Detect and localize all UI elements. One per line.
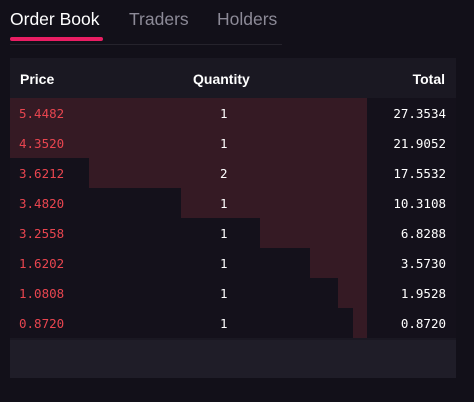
order-total: 21.9052 (393, 136, 446, 151)
quantity-column-header: Quantity (193, 71, 250, 87)
order-price: 3.2558 (19, 226, 65, 241)
order-price: 1.0808 (19, 286, 65, 301)
order-price: 3.6212 (19, 166, 65, 181)
order-price: 0.8720 (19, 316, 65, 331)
tab-traders[interactable]: Traders (129, 9, 189, 29)
order-quantity: 1 (220, 136, 228, 151)
order-total: 27.3534 (393, 106, 446, 121)
order-row[interactable]: 1.0808 1 1.9528 (10, 278, 456, 308)
order-row[interactable]: 3.2558 1 6.8288 (10, 218, 456, 248)
order-total: 17.5532 (393, 166, 446, 181)
tab-bar: Order Book Traders Holders (10, 8, 282, 45)
depth-bar (10, 128, 367, 158)
depth-bar (353, 308, 367, 338)
order-total: 0.8720 (400, 316, 446, 331)
order-quantity: 1 (220, 196, 228, 211)
tab-holders[interactable]: Holders (217, 9, 278, 29)
order-total: 3.5730 (400, 256, 446, 271)
order-row[interactable]: 0.8720 1 0.8720 (10, 308, 456, 338)
order-quantity: 1 (220, 106, 228, 121)
order-row[interactable]: 3.6212 2 17.5532 (10, 158, 456, 188)
order-total: 1.9528 (400, 286, 446, 301)
tab-order-book[interactable]: Order Book (10, 9, 100, 29)
order-total: 6.8288 (400, 226, 446, 241)
order-price: 3.4820 (19, 196, 65, 211)
order-quantity: 1 (220, 226, 228, 241)
depth-bar (310, 248, 367, 278)
order-row[interactable]: 1.6202 1 3.5730 (10, 248, 456, 278)
order-price: 5.4482 (19, 106, 65, 121)
order-quantity: 1 (220, 316, 228, 331)
order-quantity: 1 (220, 286, 228, 301)
order-price: 4.3520 (19, 136, 65, 151)
price-column-header: Price (20, 71, 55, 87)
order-book-panel: Price Quantity Total 5.4482 1 27.3534 4.… (10, 58, 456, 378)
order-book-footer (10, 340, 456, 378)
depth-bar (338, 278, 367, 308)
order-quantity: 2 (220, 166, 228, 181)
depth-bar (89, 158, 367, 188)
order-book-rows: 5.4482 1 27.3534 4.3520 1 21.9052 3.6212… (10, 98, 456, 338)
order-total: 10.3108 (393, 196, 446, 211)
depth-bar (10, 98, 367, 128)
total-column-header: Total (412, 71, 445, 87)
order-row[interactable]: 5.4482 1 27.3534 (10, 98, 456, 128)
depth-bar (260, 218, 367, 248)
depth-bar (181, 188, 367, 218)
order-price: 1.6202 (19, 256, 65, 271)
order-row[interactable]: 3.4820 1 10.3108 (10, 188, 456, 218)
order-book-header: Price Quantity Total (10, 58, 456, 98)
active-tab-indicator (10, 37, 103, 41)
order-row[interactable]: 4.3520 1 21.9052 (10, 128, 456, 158)
order-quantity: 1 (220, 256, 228, 271)
